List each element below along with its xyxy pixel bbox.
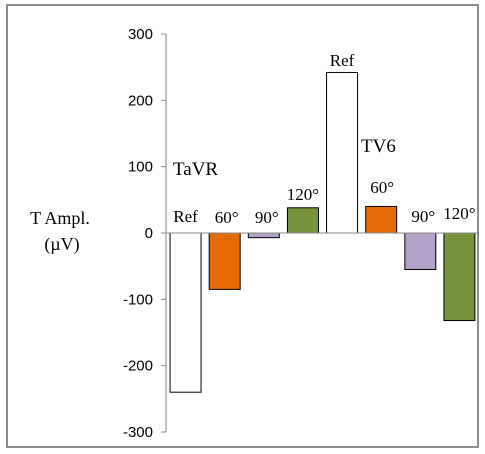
chart-frame [6, 4, 479, 448]
bar-category-label: 90° [411, 207, 435, 226]
y-axis-label-line1: T Ampl. [30, 208, 90, 228]
bar-category-label: Ref [330, 51, 355, 70]
bar-tv6-6 [404, 232, 437, 270]
bar-tv6-4 [326, 71, 359, 234]
bar-tavr-0 [169, 232, 202, 393]
bar-tavr-1 [208, 232, 241, 290]
bar-tavr-3 [286, 207, 319, 234]
bar-category-label: 120° [287, 185, 319, 204]
y-tick-label: 0 [145, 225, 153, 242]
y-tick-label: -200 [123, 358, 153, 375]
y-tick-label: 100 [128, 159, 153, 176]
bar-tv6-7 [443, 232, 476, 322]
bar-tavr-2 [247, 232, 280, 239]
bar-category-label: 60° [215, 208, 239, 227]
bar-category-label: 120° [443, 204, 475, 223]
y-axis-label-line2: (µV) [44, 234, 79, 255]
y-tick-label: 200 [128, 92, 153, 109]
group-label-tavr: TaVR [173, 159, 218, 180]
y-tick-label: 300 [128, 26, 153, 43]
bar-category-label: 60° [370, 178, 394, 197]
bar-tv6-5 [365, 205, 398, 234]
bar-category-label: Ref [173, 207, 198, 226]
bar-category-label: 90° [255, 208, 279, 227]
group-label-tv6: TV6 [361, 136, 396, 157]
y-tick-label: -300 [123, 424, 153, 441]
y-tick-label: -100 [123, 291, 153, 308]
